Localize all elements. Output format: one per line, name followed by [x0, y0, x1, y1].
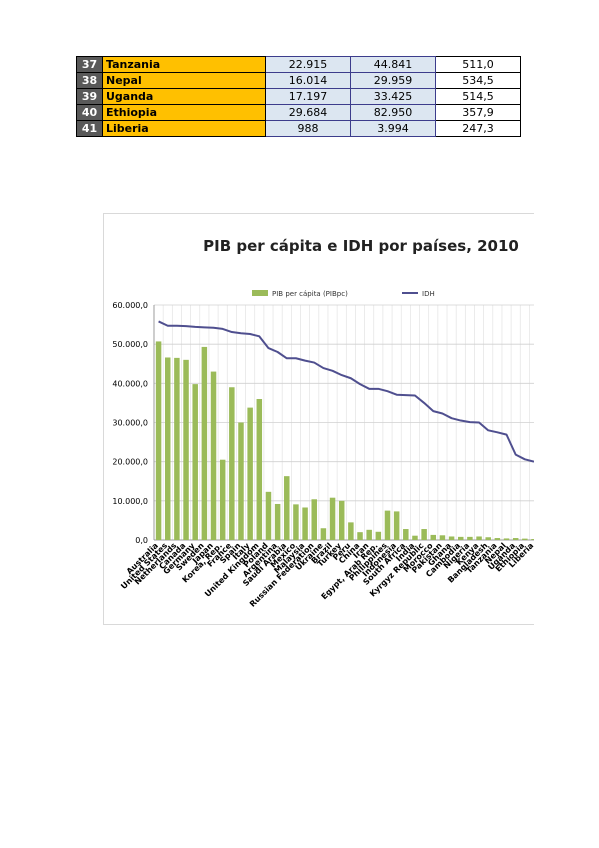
- value-cell-3: 534,5: [435, 72, 521, 89]
- bar: [338, 500, 345, 540]
- value-cell-2: 82.950: [350, 104, 436, 121]
- value-cell-2: 33.425: [350, 88, 436, 105]
- bar: [412, 535, 418, 540]
- bar: [183, 359, 189, 540]
- y-tick-label: 50.000,0: [112, 340, 148, 349]
- value-cell-1: 22.915: [265, 56, 351, 73]
- bar: [247, 407, 253, 540]
- bar: [348, 522, 354, 540]
- country-name-cell: Nepal: [102, 72, 266, 89]
- table-row: 40 Ethiopia 29.684 82.950 357,9: [76, 104, 521, 121]
- bar: [494, 538, 501, 540]
- legend-label-bar: PIB per cápita (PIBpc): [272, 290, 348, 298]
- bar: [467, 536, 473, 540]
- value-cell-2: 3.994: [350, 120, 436, 137]
- bar: [503, 538, 510, 540]
- country-name-cell: Tanzania: [102, 56, 266, 73]
- value-cell-1: 17.197: [265, 88, 351, 105]
- bar: [256, 399, 263, 540]
- legend-label-line: IDH: [422, 290, 435, 298]
- bar: [421, 529, 427, 540]
- row-index-cell: 39: [76, 88, 103, 105]
- chart-container: PIB per cápita e IDH por países, 2010 PIB…: [103, 213, 534, 625]
- bar: [320, 528, 327, 540]
- y-tick-label: 0,0: [135, 536, 148, 545]
- value-cell-3: 357,9: [435, 104, 521, 121]
- bar: [439, 535, 446, 540]
- bar: [403, 529, 409, 540]
- bar: [302, 507, 308, 540]
- y-tick-label: 60.000,0: [112, 301, 148, 310]
- table-row: 38 Nepal 16.014 29.959 534,5: [76, 72, 521, 89]
- value-cell-1: 16.014: [265, 72, 351, 89]
- combo-chart: PIB per cápita e IDH por países, 2010 PIB…: [112, 237, 534, 609]
- bar: [229, 387, 235, 540]
- y-tick-label: 10.000,0: [112, 497, 148, 506]
- country-name-cell: Liberia: [102, 120, 266, 137]
- bar: [448, 536, 455, 540]
- bar: [476, 536, 482, 540]
- value-cell-2: 44.841: [350, 56, 436, 73]
- bar: [485, 537, 491, 540]
- bar: [293, 504, 299, 540]
- bar: [458, 536, 464, 540]
- bar: [201, 346, 208, 540]
- bar: [384, 510, 391, 540]
- value-cell-3: 247,3: [435, 120, 521, 137]
- bar: [366, 529, 372, 540]
- bar: [219, 459, 226, 540]
- bar: [430, 534, 437, 540]
- value-cell-1: 29.684: [265, 104, 351, 121]
- table-row: 37 Tanzania 22.915 44.841 511,0: [76, 56, 521, 73]
- bar: [238, 422, 244, 540]
- bar: [311, 499, 317, 540]
- bar: [265, 491, 272, 540]
- row-index-cell: 40: [76, 104, 103, 121]
- bar: [210, 371, 217, 540]
- bar: [174, 357, 180, 540]
- value-cell-2: 29.959: [350, 72, 436, 89]
- bar: [329, 497, 336, 540]
- country-name-cell: Ethiopia: [102, 104, 266, 121]
- bar: [531, 539, 534, 540]
- value-cell-1: 988: [265, 120, 351, 137]
- legend-bar-swatch: [252, 290, 268, 296]
- country-name-cell: Uganda: [102, 88, 266, 105]
- table-row: 41 Liberia 988 3.994 247,3: [76, 120, 521, 137]
- row-index-cell: 38: [76, 72, 103, 89]
- bar: [155, 341, 162, 540]
- table-row: 39 Uganda 17.197 33.425 514,5: [76, 88, 521, 105]
- bar: [522, 538, 528, 540]
- bar: [164, 357, 171, 540]
- value-cell-3: 511,0: [435, 56, 521, 73]
- bar: [284, 476, 290, 540]
- chart-title: PIB per cápita e IDH por países, 2010: [203, 237, 519, 255]
- bar: [375, 531, 382, 540]
- idh-line: [158, 320, 534, 463]
- y-tick-label: 20.000,0: [112, 458, 148, 467]
- y-tick-label: 30.000,0: [112, 419, 148, 428]
- row-index-cell: 41: [76, 120, 103, 137]
- row-index-cell: 37: [76, 56, 103, 73]
- bar: [512, 538, 519, 540]
- y-tick-label: 40.000,0: [112, 379, 148, 388]
- country-data-table: 37 Tanzania 22.915 44.841 511,0 38 Nepal 16.014…: [76, 56, 521, 137]
- bar: [274, 503, 281, 540]
- bar: [192, 384, 198, 540]
- value-cell-3: 514,5: [435, 88, 521, 105]
- bar: [357, 532, 363, 540]
- bar: [393, 511, 400, 540]
